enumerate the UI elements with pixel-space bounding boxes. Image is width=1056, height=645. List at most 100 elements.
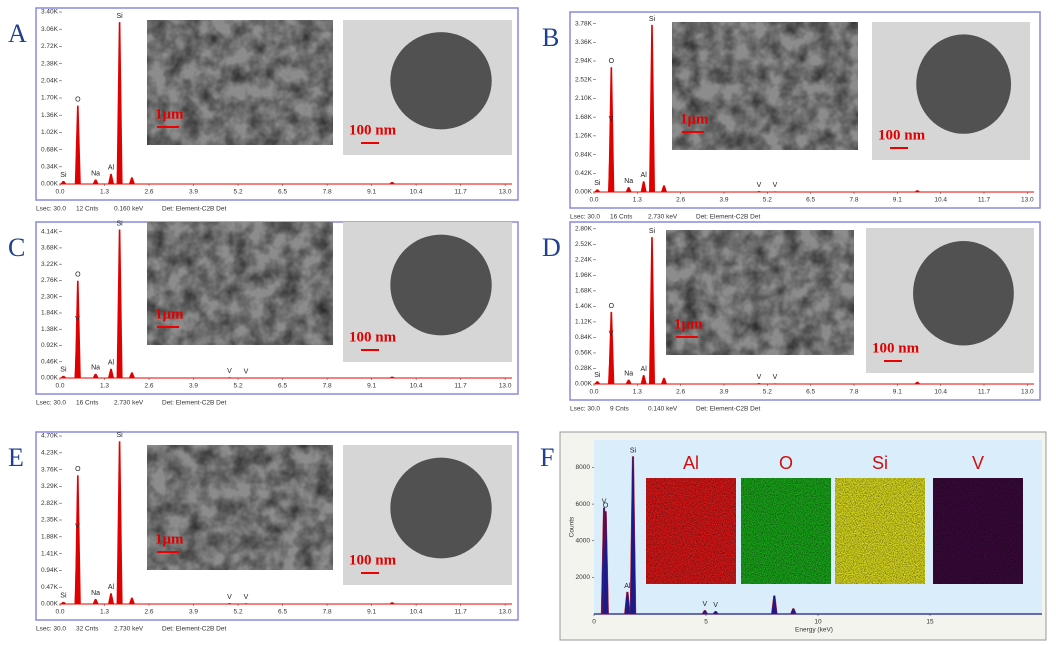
element-label: O xyxy=(609,303,615,310)
peak xyxy=(60,375,67,378)
y-tick-label: 1.36K xyxy=(41,112,59,119)
y-tick-label: 1.12K xyxy=(575,319,593,326)
x-tick-label: 7.8 xyxy=(849,389,858,396)
y-tick-label: 0.42K xyxy=(575,170,593,177)
y-tick-label: 2.94K xyxy=(575,58,593,65)
element-label: Na xyxy=(91,590,100,597)
y-tick-label: 1.96K xyxy=(575,272,593,279)
peak xyxy=(640,375,647,384)
element-label: Al xyxy=(641,172,648,179)
footer-text: 12 Cnts xyxy=(76,206,99,213)
element-label: O xyxy=(75,272,81,279)
footer-text: 0.140 keV xyxy=(648,406,678,413)
element-label: Si xyxy=(594,180,601,187)
peak xyxy=(640,181,647,192)
element-label: V xyxy=(773,182,778,189)
element-label: V xyxy=(602,499,607,506)
footer-text: 32 Cnts xyxy=(76,626,99,633)
peak xyxy=(649,237,655,384)
y-tick-label: 0.00K xyxy=(41,375,59,382)
peak xyxy=(108,593,115,604)
y-axis-label: Counts xyxy=(569,516,576,537)
x-tick-label: 1.3 xyxy=(100,609,109,616)
peak xyxy=(649,24,655,192)
x-tick-label: 2.6 xyxy=(676,197,685,204)
peak xyxy=(74,324,81,378)
map-texture xyxy=(933,478,1023,584)
y-tick-label: 0.84K xyxy=(575,334,593,341)
tem-particle xyxy=(390,32,492,130)
x-tick-label: 5.2 xyxy=(763,389,772,396)
x-tick-label: 10.4 xyxy=(410,383,423,390)
footer-text: Det: Element-C2B Det xyxy=(162,206,226,213)
x-tick-label: 9.1 xyxy=(893,197,902,204)
element-label: Al xyxy=(108,360,115,367)
x-tick-label: 10.4 xyxy=(934,197,947,204)
footer-text: Lsec: 30.0 xyxy=(36,626,66,633)
peak xyxy=(914,190,921,192)
sem-scale: 1μm xyxy=(680,111,709,127)
y-tick-label: 2.10K xyxy=(575,95,593,102)
x-tick-label: 9.1 xyxy=(367,189,376,196)
x-tick-label: 6.5 xyxy=(278,189,287,196)
peak xyxy=(92,179,99,184)
tem-particle xyxy=(916,34,1012,134)
element-label: Na xyxy=(624,178,633,185)
peak xyxy=(629,456,637,615)
peak xyxy=(108,173,115,184)
y-tick-label: 2.72K xyxy=(41,43,59,50)
peak xyxy=(242,603,249,604)
peak xyxy=(389,376,396,378)
sem-scale: 1μm xyxy=(155,106,184,122)
element-label: V xyxy=(227,594,232,601)
element-label: Na xyxy=(624,370,633,377)
y-tick-label: 2.82K xyxy=(41,500,59,507)
y-tick-label: 0.28K xyxy=(575,365,593,372)
x-tick-label: 11.7 xyxy=(455,609,468,616)
peak xyxy=(128,597,135,604)
x-tick-label: 7.8 xyxy=(323,383,332,390)
footer-text: Det: Element-C2B Det xyxy=(162,626,226,633)
peak xyxy=(756,383,762,384)
panel-label: B xyxy=(542,23,559,52)
footer-text: Det: Element-C2B Det xyxy=(696,406,760,413)
peak xyxy=(226,377,233,378)
peak xyxy=(625,379,632,384)
peak xyxy=(116,229,123,378)
x-tick-label: 9.1 xyxy=(367,383,376,390)
x-tick-label: 13.0 xyxy=(499,189,512,196)
y-tick-label: 2.24K xyxy=(575,257,593,264)
element-label: V xyxy=(75,523,80,530)
x-tick-label: 3.9 xyxy=(189,189,198,196)
tem-scale: 100 nm xyxy=(349,122,397,138)
x-tick-label: 5.2 xyxy=(234,189,243,196)
peak xyxy=(92,598,99,604)
sem-scale: 1μm xyxy=(674,316,703,332)
tem-scale: 100 nm xyxy=(872,340,920,356)
y-tick-label: 2.35K xyxy=(41,517,59,524)
y-tick-label: 2.76K xyxy=(41,277,59,284)
y-tick-label: 3.68K xyxy=(41,245,59,252)
peak xyxy=(389,602,396,604)
sem-texture xyxy=(672,22,858,150)
x-tick-label: 5.2 xyxy=(763,197,772,204)
peak xyxy=(772,383,778,384)
x-tick-label: 5.2 xyxy=(234,609,243,616)
element-label: V xyxy=(757,374,762,381)
x-tick-label: 0.0 xyxy=(55,609,64,616)
x-tick-label: 6.5 xyxy=(278,383,287,390)
peak xyxy=(128,177,135,184)
element-label: Si xyxy=(649,16,656,23)
y-tick-label: 2.52K xyxy=(575,241,593,248)
y-tick-label: 3.78K xyxy=(575,20,593,27)
peak xyxy=(602,511,609,615)
peak xyxy=(60,180,67,184)
x-tick-label: 2.6 xyxy=(676,389,685,396)
map-texture xyxy=(646,478,736,584)
x-tick-label: 9.1 xyxy=(367,609,376,616)
x-tick-label: 1.3 xyxy=(100,383,109,390)
y-tick-label: 3.22K xyxy=(41,261,59,268)
footer-text: Det: Element-C2B Det xyxy=(162,400,226,407)
x-tick-label: 0.0 xyxy=(55,383,64,390)
y-tick-label: 0.84K xyxy=(575,151,593,158)
